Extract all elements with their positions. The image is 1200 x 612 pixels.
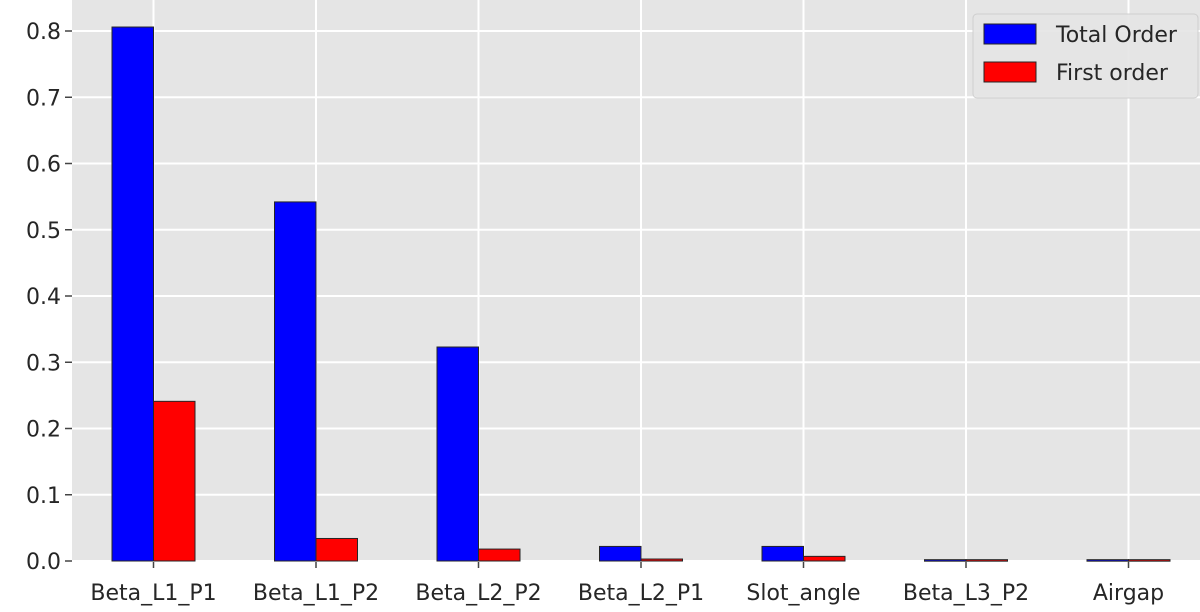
- legend: Total Order First order: [972, 13, 1199, 99]
- bar-first-order-beta-l3-p2: [965, 559, 1008, 562]
- x-tick-labels: Beta_L1_P1 Beta_L1_P2 Beta_L2_P2 Beta_L2_P1…: [90, 562, 1164, 606]
- bar-first-order-beta-l2-p2: [478, 548, 521, 562]
- y-tick-label: 0.3: [26, 351, 61, 376]
- x-tick-label: Beta_L1_P2: [253, 581, 379, 606]
- bar-total-order-beta-l1-p2: [274, 201, 317, 562]
- y-tick-label: 0.5: [26, 219, 61, 244]
- bar-total-order-beta-l2-p1: [599, 545, 642, 562]
- bar-total-order-beta-l2-p2: [436, 346, 479, 562]
- bar-first-order-beta-l1-p2: [315, 537, 358, 562]
- bar-total-order-beta-l3-p2: [924, 559, 967, 562]
- legend-swatch: [983, 61, 1037, 83]
- x-tick-label: Airgap: [1093, 581, 1164, 606]
- x-tick-label: Beta_L3_P2: [903, 581, 1029, 606]
- y-tick-label: 0.7: [26, 86, 61, 111]
- bar-total-order-airgap: [1086, 559, 1129, 562]
- legend-label: Total Order: [1055, 23, 1178, 48]
- legend-label: First order: [1056, 61, 1169, 86]
- y-tick-labels: 0.0 0.1 0.2 0.3 0.4 0.5 0.6 0.7 0.8: [26, 20, 72, 575]
- y-tick-label: 0.1: [26, 484, 61, 509]
- bar-first-order-beta-l1-p1: [153, 400, 196, 562]
- x-tick-label: Slot_angle: [746, 581, 860, 606]
- x-tick-label: Beta_L2_P1: [578, 581, 704, 606]
- y-tick-label: 0.8: [26, 20, 61, 45]
- legend-swatch: [983, 23, 1037, 45]
- x-tick-label: Beta_L1_P1: [90, 581, 216, 606]
- bars: [111, 26, 1171, 562]
- y-tick-label: 0.2: [26, 418, 61, 443]
- bar-total-order-beta-l1-p1: [111, 26, 154, 562]
- bar-first-order-airgap: [1128, 559, 1171, 562]
- bar-first-order-slot-angle: [803, 555, 846, 562]
- y-tick-label: 0.0: [26, 550, 61, 575]
- y-tick-label: 0.4: [26, 285, 61, 310]
- bar-first-order-beta-l2-p1: [640, 558, 683, 562]
- y-tick-label: 0.6: [26, 153, 61, 178]
- x-tick-label: Beta_L2_P2: [415, 581, 541, 606]
- bar-total-order-slot-angle: [761, 545, 804, 562]
